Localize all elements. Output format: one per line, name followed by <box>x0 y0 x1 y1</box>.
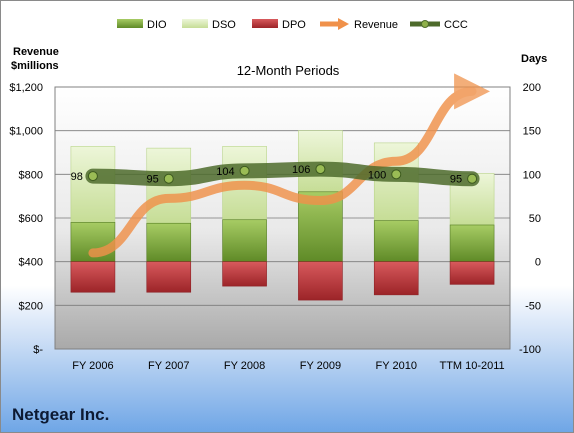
chart-title: 12-Month Periods <box>237 63 340 78</box>
x-tick-label-fy-2007: FY 2007 <box>148 360 189 372</box>
legend-item-dpo: DPO <box>252 19 306 31</box>
legend-arrow-icon <box>338 18 349 30</box>
right-tick-label: 100 <box>523 169 541 181</box>
ccc-point-fy-2008 <box>239 165 250 176</box>
right-axis-label: Days <box>521 53 547 65</box>
bar-dpo-fy-2007 <box>146 261 192 293</box>
legend-marker-ccc <box>421 20 429 28</box>
legend-label-dio: DIO <box>147 19 167 31</box>
series-lines: 98 95 104 106 100 95 <box>71 73 491 258</box>
plot-border <box>54 86 511 350</box>
legend-swatch-dio <box>117 19 143 28</box>
right-tick-label: 150 <box>523 126 541 138</box>
bar-dio-fy-2008 <box>222 219 267 262</box>
bar-dio-fy-2007 <box>146 222 192 262</box>
left-axis-label-line2: $millions <box>11 60 59 72</box>
left-tick-label: $200 <box>19 300 43 312</box>
right-tick-label: 50 <box>529 213 541 225</box>
legend-swatch-dpo <box>252 19 278 28</box>
company-name: Netgear Inc. <box>12 405 110 424</box>
legend: DIO DSO DPO Revenue CCC <box>117 18 468 31</box>
ccc-point-ttm-10-2011 <box>467 173 478 184</box>
left-tick-label: $800 <box>19 169 43 181</box>
x-tick-label-fy-2009: FY 2009 <box>300 360 341 372</box>
ccc-line <box>85 161 480 187</box>
left-tick-label: $400 <box>19 257 43 269</box>
right-tick-label: -50 <box>525 300 541 312</box>
bar-dso-fy-2006 <box>70 146 116 223</box>
left-tick-label: $1,000 <box>9 126 43 138</box>
legend-label-ccc: CCC <box>444 19 468 31</box>
right-tick-label: -100 <box>519 344 541 356</box>
legend-label-dso: DSO <box>212 19 236 31</box>
x-tick-label-fy-2006: FY 2006 <box>72 360 113 372</box>
bar-dpo-fy-2006 <box>70 261 116 293</box>
ccc-point-fy-2010 <box>391 169 402 180</box>
legend-item-dio: DIO <box>117 19 167 31</box>
bar-dio-ttm-10-2011 <box>449 224 495 262</box>
x-tick-label-ttm-10-2011: TTM 10-2011 <box>439 360 504 372</box>
left-tick-label: $- <box>33 344 43 356</box>
revenue-line <box>88 73 491 258</box>
left-tick-label: $1,200 <box>9 82 43 94</box>
ccc-point-fy-2006 <box>87 171 98 182</box>
bar-dpo-fy-2009 <box>298 261 343 301</box>
bar-dio-fy-2010 <box>373 220 419 262</box>
ccc-point-fy-2007 <box>163 173 174 184</box>
ccc-data-label-fy-2010: 100 <box>368 169 386 181</box>
ccc-point-fy-2009 <box>315 164 326 175</box>
ccc-data-label-fy-2006: 98 <box>71 171 83 183</box>
ccc-data-label-fy-2008: 104 <box>216 166 234 178</box>
bar-dpo-ttm-10-2011 <box>449 261 495 285</box>
ccc-data-label-fy-2009: 106 <box>292 164 310 176</box>
right-tick-label: 200 <box>523 82 541 94</box>
ccc-data-label-fy-2007: 95 <box>147 174 159 186</box>
legend-item-revenue: Revenue <box>320 18 398 31</box>
x-tick-label-fy-2010: FY 2010 <box>376 360 417 372</box>
x-tick-label-fy-2008: FY 2008 <box>224 360 265 372</box>
left-axis-label-line1: Revenue <box>13 46 59 58</box>
bar-dpo-fy-2010 <box>373 261 419 296</box>
legend-label-dpo: DPO <box>282 19 306 31</box>
legend-item-dso: DSO <box>182 19 236 31</box>
right-tick-label: 0 <box>535 257 541 269</box>
legend-item-ccc: CCC <box>410 19 468 31</box>
legend-swatch-dso <box>182 19 208 28</box>
left-tick-label: $600 <box>19 213 43 225</box>
legend-label-revenue: Revenue <box>354 19 398 31</box>
bar-dpo-fy-2008 <box>222 261 267 287</box>
bar-dso-fy-2009 <box>298 130 343 193</box>
ccc-data-label-ttm-10-2011: 95 <box>450 174 462 186</box>
axes: $- $200 $400 $600 $800 $1,000 $1,200 -100 -50 0 50… <box>9 82 541 372</box>
